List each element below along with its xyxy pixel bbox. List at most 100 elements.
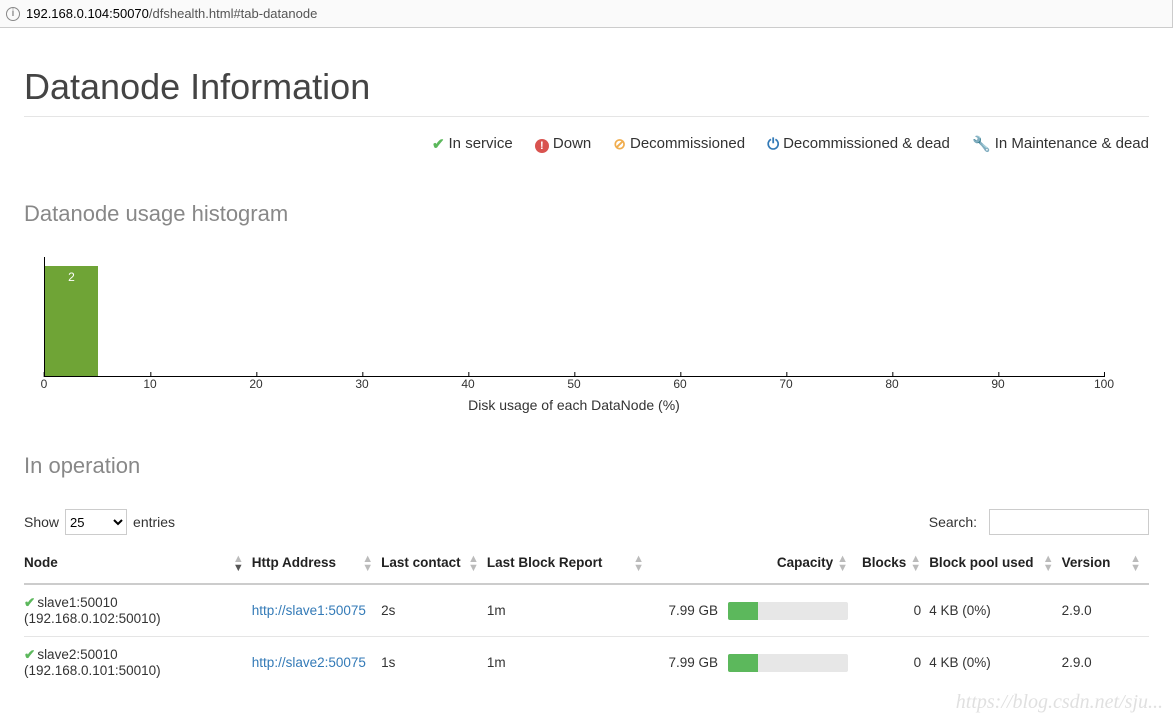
cell-last-block-report: 1m <box>487 637 652 689</box>
legend-label: Decommissioned & dead <box>783 135 950 152</box>
legend-label: Decommissioned <box>630 135 745 152</box>
http-link[interactable]: http://slave1:50075 <box>252 603 366 618</box>
datanode-table: Node▲▼Http Address▲▼Last contact▲▼Last B… <box>24 545 1149 688</box>
sort-icon: ▲▼ <box>910 555 921 573</box>
histogram-xtick: 90 <box>991 377 1004 391</box>
address-bar[interactable]: i 192.168.0.104:50070/dfshealth.html#tab… <box>0 0 1173 28</box>
exclaim-icon: ! <box>535 139 549 153</box>
column-label: Http Address <box>252 555 336 570</box>
histogram-xtick: 80 <box>885 377 898 391</box>
cell-last-block-report: 1m <box>487 584 652 637</box>
search-control: Search: <box>929 509 1149 535</box>
cell-version: 2.9.0 <box>1062 637 1149 689</box>
sort-icon: ▲▼ <box>362 555 373 573</box>
page-size-control: Show 102550100 entries <box>24 509 175 535</box>
search-label: Search: <box>929 514 977 530</box>
slash-circle-icon: ⊘ <box>613 135 626 153</box>
column-header-http[interactable]: Http Address ▲▼ <box>252 545 381 584</box>
histogram-chart: 2 0102030405060708090100 Disk usage of e… <box>44 257 1104 413</box>
histogram-xtick: 60 <box>673 377 686 391</box>
cell-version: 2.9.0 <box>1062 584 1149 637</box>
legend-maintenance-dead: 🔧In Maintenance & dead <box>972 135 1149 152</box>
histogram-xtick: 20 <box>249 377 262 391</box>
cell-node: ✔slave2:50010 (192.168.0.101:50010) <box>24 637 252 689</box>
page-size-select[interactable]: 102550100 <box>65 509 127 535</box>
page-title: Datanode Information <box>24 66 1149 108</box>
wrench-icon: 🔧 <box>972 135 991 153</box>
histogram-xtick: 10 <box>143 377 156 391</box>
column-header-block_pool_used[interactable]: Block pool used ▲▼ <box>929 545 1061 584</box>
show-label-prefix: Show <box>24 514 59 530</box>
histogram-xtick: 100 <box>1094 377 1114 391</box>
column-header-last_block_report[interactable]: Last Block Report ▲▼ <box>487 545 652 584</box>
cell-block-pool-used: 4 KB (0%) <box>929 584 1061 637</box>
cell-capacity: 7.99 GB <box>652 584 856 637</box>
column-header-blocks[interactable]: Blocks ▲▼ <box>856 545 929 584</box>
column-label: Last Block Report <box>487 555 603 570</box>
search-input[interactable] <box>989 509 1149 535</box>
histogram-xticks: 0102030405060708090100 <box>44 377 1104 395</box>
legend-decommissioned-dead: ⏻Decommissioned & dead <box>767 135 950 152</box>
sort-icon: ▲▼ <box>233 555 244 573</box>
histogram-xtick: 30 <box>355 377 368 391</box>
histogram-plot: 2 <box>44 257 1104 377</box>
cell-http: http://slave2:50075 <box>252 637 381 689</box>
check-icon: ✔ <box>24 647 35 662</box>
histogram-heading: Datanode usage histogram <box>24 201 1149 227</box>
capacity-bar <box>728 602 848 620</box>
column-label: Capacity <box>777 555 833 570</box>
check-icon: ✔ <box>432 135 445 153</box>
address-path: /dfshealth.html#tab-datanode <box>149 6 317 21</box>
capacity-text: 7.99 GB <box>652 603 718 618</box>
table-row: ✔slave2:50010 (192.168.0.101:50010)http:… <box>24 637 1149 689</box>
histogram-xtick: 50 <box>567 377 580 391</box>
legend-down: ! Down <box>535 135 591 152</box>
legend-label: In service <box>449 135 513 152</box>
sort-icon: ▲▼ <box>468 555 479 573</box>
legend-label: Down <box>553 135 591 152</box>
sort-icon: ▲▼ <box>1130 555 1141 573</box>
address-host: 192.168.0.104:50070 <box>26 6 149 21</box>
column-label: Block pool used <box>929 555 1033 570</box>
info-icon: i <box>6 7 20 21</box>
in-operation-heading: In operation <box>24 453 1149 479</box>
status-legend: ✔In service !Down ⊘Decommissioned ⏻Decom… <box>24 131 1149 161</box>
cell-http: http://slave1:50075 <box>252 584 381 637</box>
column-header-last_contact[interactable]: Last contact ▲▼ <box>381 545 487 584</box>
column-label: Last contact <box>381 555 461 570</box>
capacity-text: 7.99 GB <box>652 655 718 670</box>
column-header-node[interactable]: Node ▲▼ <box>24 545 252 584</box>
column-label: Blocks <box>862 555 906 570</box>
cell-last-contact: 1s <box>381 637 487 689</box>
cell-node: ✔slave1:50010 (192.168.0.102:50010) <box>24 584 252 637</box>
legend-label: In Maintenance & dead <box>995 135 1149 152</box>
histogram-xtick: 70 <box>779 377 792 391</box>
legend-in-service: ✔In service <box>432 135 513 152</box>
legend-decommissioned: ⊘Decommissioned <box>613 135 745 152</box>
http-link[interactable]: http://slave2:50075 <box>252 655 366 670</box>
histogram-bar: 2 <box>45 266 98 376</box>
cell-block-pool-used: 4 KB (0%) <box>929 637 1061 689</box>
table-row: ✔slave1:50010 (192.168.0.102:50010)http:… <box>24 584 1149 637</box>
column-header-capacity[interactable]: Capacity ▲▼ <box>652 545 856 584</box>
show-label-suffix: entries <box>133 514 175 530</box>
divider <box>24 116 1149 117</box>
histogram-xtick: 0 <box>41 377 48 391</box>
histogram-xtick: 40 <box>461 377 474 391</box>
capacity-bar <box>728 654 848 672</box>
cell-capacity: 7.99 GB <box>652 637 856 689</box>
sort-icon: ▲▼ <box>1043 555 1054 573</box>
power-icon: ⏻ <box>767 136 779 153</box>
column-header-version[interactable]: Version ▲▼ <box>1062 545 1149 584</box>
watermark: https://blog.csdn.net/sju... <box>956 691 1163 714</box>
cell-last-contact: 2s <box>381 584 487 637</box>
column-label: Version <box>1062 555 1111 570</box>
table-header-row: Node▲▼Http Address▲▼Last contact▲▼Last B… <box>24 545 1149 584</box>
column-label: Node <box>24 555 58 570</box>
sort-icon: ▲▼ <box>837 555 848 573</box>
histogram-xlabel: Disk usage of each DataNode (%) <box>44 397 1104 413</box>
check-icon: ✔ <box>24 595 35 610</box>
cell-blocks: 0 <box>856 584 929 637</box>
sort-icon: ▲▼ <box>633 555 644 573</box>
cell-blocks: 0 <box>856 637 929 689</box>
